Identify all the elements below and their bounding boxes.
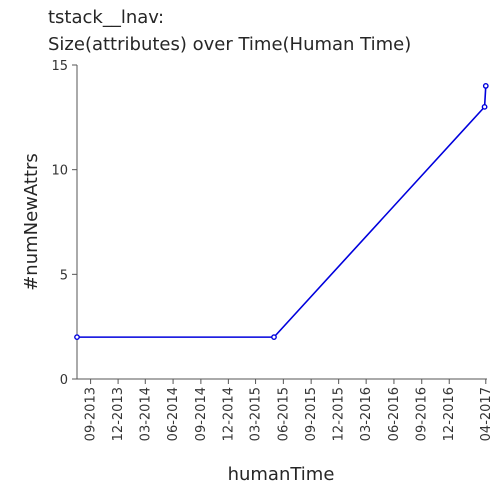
data-point — [272, 335, 276, 339]
x-tick-label: 06-2016 — [387, 387, 402, 441]
x-tick-label: 12-2013 — [111, 387, 126, 441]
x-tick-label: 09-2016 — [415, 387, 430, 441]
y-tick-label: 15 — [51, 59, 68, 74]
data-point — [482, 105, 486, 109]
x-tick-label: 06-2014 — [166, 387, 181, 441]
x-tick-label: 12-2016 — [442, 387, 457, 441]
y-axis-title: #numNewAttrs — [21, 153, 42, 291]
y-tick-label: 0 — [60, 373, 68, 388]
x-axis-title: humanTime — [228, 464, 335, 485]
y-tick-label: 10 — [51, 164, 68, 179]
x-tick-label: 09-2013 — [84, 387, 99, 441]
x-tick-label: 09-2015 — [304, 387, 319, 441]
chart-title-line-1: tstack__lnav: — [48, 7, 164, 28]
x-tick-label: 03-2015 — [249, 387, 264, 441]
data-point — [484, 84, 488, 88]
x-tick-label: 06-2015 — [276, 387, 291, 441]
x-tick-label: 03-2014 — [138, 387, 153, 441]
data-point — [75, 335, 79, 339]
x-tick-label: 12-2014 — [221, 387, 236, 441]
y-tick-label: 5 — [60, 268, 68, 283]
x-tick-label: 12-2015 — [332, 387, 347, 441]
chart-title-line-2: Size(attributes) over Time(Human Time) — [48, 34, 411, 55]
x-tick-label: 09-2014 — [194, 387, 209, 441]
x-tick-label: 03-2016 — [359, 387, 374, 441]
x-tick-label: 04-2017 — [479, 387, 494, 441]
